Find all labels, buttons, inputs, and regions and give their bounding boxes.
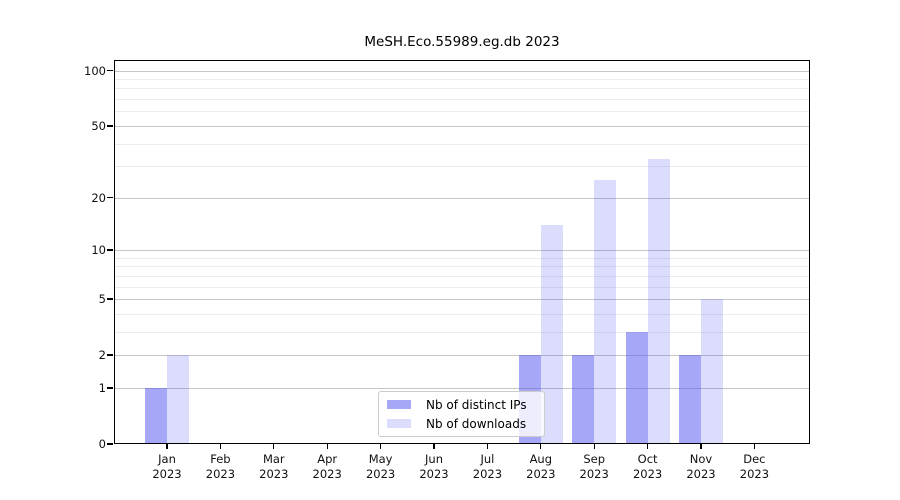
y-tick-label-100: 100 [84, 63, 106, 78]
legend: Nb of distinct IPs Nb of downloads [378, 391, 545, 437]
bar-distinct-ips-sep [572, 355, 595, 444]
bar-downloads-oct [647, 158, 670, 444]
y-tick-mark-100 [107, 69, 113, 72]
x-tick-label-aug: Aug 2023 [526, 452, 556, 481]
gridline-minor-40 [114, 143, 810, 145]
x-tick-label-dec: Dec 2023 [739, 452, 770, 481]
legend-label-distinct-ips: Nb of distinct IPs [426, 397, 527, 412]
gridline-minor-7 [114, 275, 810, 277]
y-tick-mark-2 [107, 354, 113, 356]
chart-title: MeSH.Eco.55989.eg.db 2023 [364, 34, 560, 50]
gridline-minor-6 [114, 286, 810, 288]
bar-downloads-nov [701, 299, 723, 444]
legend-label-downloads: Nb of downloads [426, 416, 527, 431]
bar-downloads-jan [167, 355, 189, 444]
gridline-major-5 [114, 299, 810, 301]
y-tick-label-0: 0 [98, 437, 106, 451]
x-tick-mark-apr [326, 444, 328, 449]
bar-distinct-ips-jan [145, 387, 167, 444]
y-tick-mark-10 [107, 249, 113, 251]
gridlines [114, 60, 810, 444]
gridline-major-50 [114, 125, 810, 127]
x-tick-label-jul: Jul 2023 [472, 452, 503, 481]
bar-downloads-sep [594, 180, 617, 444]
legend-item-downloads: Nb of downloads [386, 417, 537, 431]
y-tick-mark-0 [107, 443, 113, 445]
bars-layer [114, 60, 810, 444]
x-tick-mark-feb [219, 444, 222, 449]
gridline-minor-4 [114, 313, 810, 315]
y-tick-mark-1 [107, 387, 113, 389]
gridline-minor-8 [114, 266, 810, 268]
x-tick-mark-may [379, 444, 382, 449]
gridline-minor-3 [114, 331, 810, 333]
y-tick-mark-20 [107, 196, 113, 199]
legend-item-distinct-ips: Nb of distinct IPs [386, 398, 537, 412]
gridline-major-1 [114, 387, 810, 389]
bar-distinct-ips-nov [679, 355, 701, 444]
gridline-minor-9 [114, 257, 810, 259]
y-tick-mark-50 [107, 125, 113, 127]
x-tick-label-sep: Sep 2023 [579, 452, 609, 481]
gridline-major-20 [114, 197, 810, 199]
x-tick-mark-sep [593, 444, 595, 449]
plot-area [114, 60, 810, 444]
legend-swatch-distinct-ips [387, 400, 411, 409]
bar-downloads-aug [540, 224, 563, 444]
y-tick-label-1: 1 [98, 380, 106, 395]
x-tick-label-jun: Jun 2023 [419, 452, 449, 481]
gridline-minor-90 [114, 79, 810, 81]
x-tick-label-feb: Feb 2023 [205, 452, 236, 481]
y-tick-label-2: 2 [98, 348, 106, 363]
gridline-minor-70 [114, 99, 810, 101]
y-tick-label-10: 10 [91, 242, 106, 257]
y-tick-label-5: 5 [98, 292, 106, 307]
y-tick-mark-5 [107, 298, 113, 300]
x-tick-mark-aug [540, 444, 542, 449]
x-tick-mark-dec [753, 444, 756, 449]
x-tick-mark-oct [646, 444, 649, 449]
gridline-minor-30 [114, 166, 810, 168]
x-tick-label-oct: Oct 2023 [632, 452, 663, 481]
x-tick-mark-nov [700, 444, 702, 449]
gridline-minor-60 [114, 111, 810, 113]
gridline-major-10 [114, 249, 810, 251]
gridline-major-2 [114, 355, 810, 357]
x-tick-label-may: May 2023 [365, 452, 396, 481]
gridline-major-100 [114, 70, 810, 72]
x-tick-mark-jan [166, 444, 168, 449]
y-tick-label-20: 20 [91, 190, 106, 205]
bar-distinct-ips-oct [625, 331, 648, 444]
x-tick-mark-jun [433, 444, 435, 449]
legend-swatch-downloads [387, 419, 411, 428]
x-tick-mark-mar [273, 444, 275, 449]
x-tick-label-jan: Jan 2023 [152, 452, 182, 481]
x-tick-label-apr: Apr 2023 [312, 452, 342, 481]
x-tick-label-mar: Mar 2023 [259, 452, 289, 481]
x-tick-label-nov: Nov 2023 [686, 452, 716, 481]
gridline-minor-80 [114, 88, 810, 90]
x-tick-mark-jul [486, 444, 489, 449]
y-tick-label-50: 50 [91, 118, 106, 133]
